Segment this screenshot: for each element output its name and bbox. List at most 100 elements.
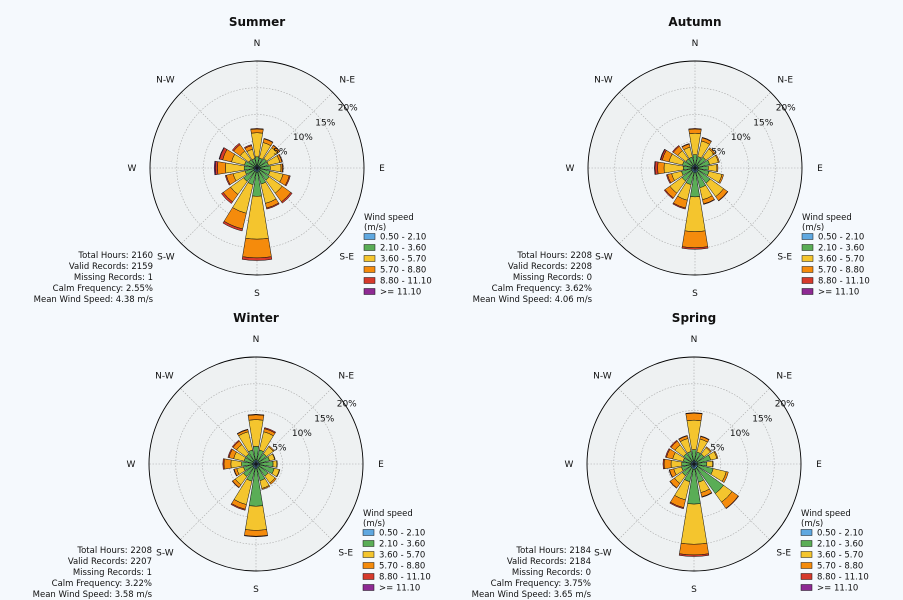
direction-label: W <box>128 164 137 174</box>
stats-line: Valid Records: 2208 <box>508 262 592 272</box>
wind-bar-segment <box>276 460 278 468</box>
direction-label: N-E <box>339 76 355 86</box>
stats-line: Missing Records: 1 <box>74 273 153 283</box>
wind-bar-segment <box>243 144 253 149</box>
wind-bar-segment <box>272 460 278 468</box>
legend-entry: 2.10 - 3.60 <box>818 244 864 254</box>
legend-entry: 8.80 - 11.10 <box>817 573 869 583</box>
wind-bar-segment <box>268 445 275 452</box>
wind-bar-segment <box>278 153 283 163</box>
legend-swatch <box>800 562 813 569</box>
wind-bar-segment <box>666 174 672 184</box>
legend-entry: 3.60 - 5.70 <box>818 255 864 265</box>
wind-bar-segment <box>668 469 673 478</box>
direction-label: W <box>127 460 136 470</box>
wind-bar-segment <box>213 160 217 176</box>
wind-bar-segment <box>222 220 243 232</box>
radial-tick-label: 15% <box>314 414 334 424</box>
direction-label: S <box>253 585 259 595</box>
legend-swatch <box>801 277 814 284</box>
wind-bar-segment <box>276 469 281 478</box>
radial-tick-label: 15% <box>315 118 335 128</box>
legend-entry: 0.50 - 2.10 <box>818 233 864 243</box>
wind-bar-segment <box>244 535 268 538</box>
legend-swatch <box>362 562 375 569</box>
legend-swatch <box>801 244 814 251</box>
legend-entry: 2.10 - 3.60 <box>379 540 425 550</box>
stats-line: Calm Frequency: 3.75% <box>491 579 591 589</box>
legend-title: Wind speed <box>802 213 852 223</box>
direction-label: N <box>692 39 699 49</box>
stats-line: Valid Records: 2184 <box>507 557 591 567</box>
wind-bar-segment <box>700 435 710 441</box>
legend-entry: 3.60 - 5.70 <box>379 551 425 561</box>
legend-entry: 5.70 - 8.80 <box>817 562 863 572</box>
direction-label: N-E <box>776 372 792 382</box>
legend-entry: 0.50 - 2.10 <box>817 529 863 539</box>
wind-bar-segment <box>663 189 674 200</box>
direction-label: S-E <box>339 252 354 262</box>
wind-bar-segment <box>688 128 702 134</box>
wind-bar-segment <box>685 412 703 421</box>
legend-entry: >= 11.10 <box>817 584 858 594</box>
legend-swatch <box>800 573 813 580</box>
wind-bar-segment <box>231 480 240 489</box>
legend-swatch <box>362 584 375 591</box>
wind-bar-segment <box>718 174 724 184</box>
wind-bar-segment <box>681 143 690 148</box>
direction-label: N-E <box>338 372 354 382</box>
wind-bar-segment <box>227 448 233 458</box>
panel-title: Autumn <box>668 15 721 29</box>
wind-bar-segment <box>272 453 276 460</box>
wind-bar-segment <box>231 142 241 152</box>
wind-bar-segment <box>281 192 293 204</box>
legend-swatch <box>801 288 814 295</box>
direction-label: W <box>565 460 574 470</box>
legend-title: Wind speed <box>364 213 414 223</box>
wind-bar-segment <box>223 458 232 470</box>
wind-bar-segment <box>672 202 686 210</box>
direction-label: S <box>691 585 697 595</box>
stats-line: Valid Records: 2207 <box>68 557 152 567</box>
legend-swatch <box>801 255 814 262</box>
legend-entry: 5.70 - 8.80 <box>818 266 864 276</box>
radial-gridline <box>640 410 748 518</box>
direction-label: S-E <box>777 252 792 262</box>
direction-label: E <box>817 164 823 174</box>
legend-swatch <box>801 266 814 273</box>
polar-frame <box>587 60 803 276</box>
wind-bar-segment <box>221 192 233 204</box>
legend-entry: 8.80 - 11.10 <box>379 573 431 583</box>
stats-line: Missing Records: 0 <box>513 273 592 283</box>
legend-swatch <box>363 288 376 295</box>
stats-line: Total Hours: 2160 <box>77 251 153 261</box>
wind-bar-segment <box>272 144 281 153</box>
wind-bar-segment <box>718 191 729 202</box>
wind-bar-segment <box>263 138 274 143</box>
wind-bar-segment <box>218 147 225 160</box>
radial-tick-label: 15% <box>753 118 773 128</box>
wind-bar-segment <box>261 485 271 490</box>
wind-bar-segment <box>224 174 231 186</box>
radial-gridline <box>613 383 775 545</box>
legend-swatch <box>363 255 376 262</box>
wind-bar-segment <box>250 128 264 130</box>
direction-label: N <box>691 335 698 345</box>
stats-line: Total Hours: 2184 <box>515 546 591 556</box>
legend-entry: 8.80 - 11.10 <box>818 277 870 287</box>
wind-bar-segment <box>230 503 246 511</box>
stats-line: Missing Records: 1 <box>73 568 152 578</box>
wind-bar-segment <box>233 468 238 477</box>
radial-tick-label: 10% <box>731 133 751 143</box>
direction-label: N-W <box>593 372 612 382</box>
legend-title: (m/s) <box>363 519 385 529</box>
wind-bar-segment <box>681 246 709 250</box>
legend-title: Wind speed <box>363 509 413 519</box>
panel-title: Winter <box>233 311 279 325</box>
stats-line: Mean Wind Speed: 3.65 m/s <box>472 590 592 600</box>
legend-swatch <box>800 540 813 547</box>
wind-bar-segment <box>665 448 671 458</box>
legend-entry: >= 11.10 <box>380 288 421 298</box>
wind-bar-segment <box>241 256 273 261</box>
legend-swatch <box>363 233 376 240</box>
